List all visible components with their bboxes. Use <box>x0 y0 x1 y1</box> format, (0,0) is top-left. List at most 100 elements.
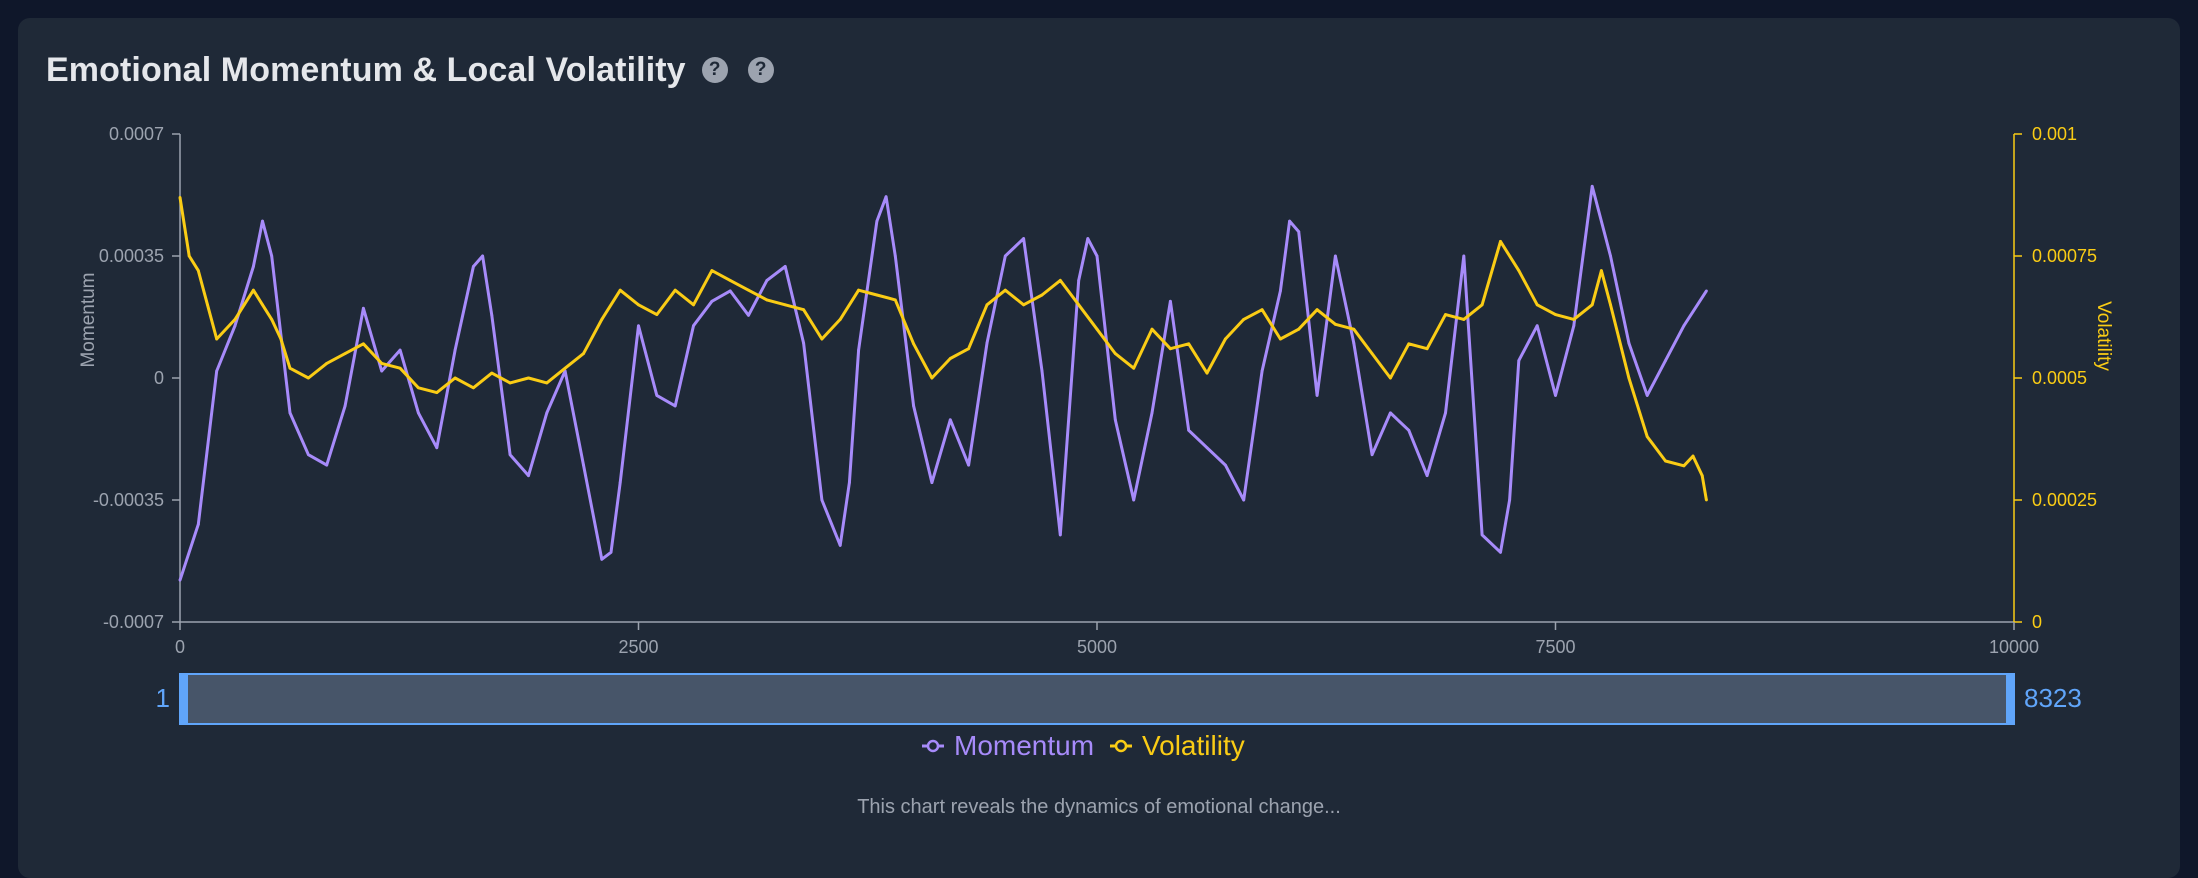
chart-caption: This chart reveals the dynamics of emoti… <box>857 796 1341 818</box>
data-point-momentum <box>215 369 219 373</box>
data-point-volatility <box>618 288 622 292</box>
y-left-tick-label: -0.00035 <box>93 490 164 510</box>
legend-marker-volatility <box>1114 739 1128 753</box>
data-point-momentum <box>948 418 952 422</box>
data-point-momentum <box>884 195 888 199</box>
data-point-momentum <box>1499 550 1502 554</box>
question-circle-icon[interactable]: ? <box>747 57 774 83</box>
data-point-volatility <box>673 288 677 292</box>
data-point-momentum <box>1352 341 1356 345</box>
data-point-volatility <box>1609 303 1612 307</box>
chart-panel <box>18 18 2180 878</box>
data-point-volatility <box>637 303 640 307</box>
data-point-momentum <box>600 557 604 561</box>
data-point-momentum <box>673 404 677 408</box>
data-point-momentum <box>1609 254 1612 258</box>
data-point-momentum <box>618 481 622 484</box>
data-point-momentum <box>270 254 274 258</box>
legend-label-momentum[interactable]: Momentum <box>954 730 1094 761</box>
data-point-volatility <box>783 303 787 307</box>
x-tick-label: 0 <box>175 637 185 657</box>
data-point-momentum <box>178 578 182 582</box>
series-line-momentum <box>178 184 1708 581</box>
data-point-momentum <box>398 348 402 352</box>
data-point-volatility <box>857 288 860 292</box>
brush-end-label: 8323 <box>2024 683 2082 713</box>
data-point-volatility <box>1132 366 1136 370</box>
data-point-volatility <box>765 298 769 302</box>
data-point-momentum <box>1705 289 1708 293</box>
brush-start-label: 1 <box>156 683 170 713</box>
data-point-volatility <box>1499 239 1502 243</box>
data-point-momentum <box>1645 394 1649 397</box>
y-right-axis-label: Volatility <box>2093 301 2114 371</box>
data-point-momentum <box>288 411 292 415</box>
data-point-momentum <box>545 411 549 415</box>
data-point-momentum <box>435 446 439 450</box>
data-point-momentum <box>325 463 329 467</box>
data-point-momentum <box>1242 498 1246 502</box>
data-point-volatility <box>1627 376 1631 380</box>
data-point-momentum <box>1572 324 1576 328</box>
data-point-momentum <box>1682 324 1686 328</box>
data-point-volatility <box>582 352 585 355</box>
data-point-momentum <box>609 550 613 554</box>
data-point-volatility <box>1297 327 1301 331</box>
data-point-volatility <box>930 376 934 380</box>
data-point-volatility <box>270 318 274 321</box>
data-point-volatility <box>1535 303 1539 307</box>
data-point-volatility <box>563 366 567 370</box>
y-right-tick-label: 0.0005 <box>2032 368 2087 388</box>
data-point-volatility <box>912 342 915 346</box>
data-point-volatility <box>655 313 659 316</box>
data-point-momentum <box>1187 428 1191 432</box>
data-point-momentum <box>1003 254 1007 258</box>
data-point-volatility <box>1242 318 1246 321</box>
y-right-tick-label: 0.00075 <box>2032 246 2097 266</box>
data-point-volatility <box>527 376 530 380</box>
data-point-momentum <box>692 324 695 328</box>
data-point-momentum <box>710 299 714 303</box>
data-point-momentum <box>1040 369 1044 373</box>
brush-track[interactable] <box>179 673 2015 725</box>
question-circle-icon[interactable]: ? <box>701 57 728 83</box>
data-point-momentum <box>1077 279 1081 282</box>
data-point-momentum <box>261 219 264 223</box>
data-point-volatility <box>1705 498 1708 502</box>
legend-label-volatility[interactable]: Volatility <box>1142 730 1245 761</box>
data-point-momentum <box>1205 446 1209 450</box>
data-point-momentum <box>1664 359 1667 362</box>
data-point-momentum <box>1095 254 1099 258</box>
data-point-volatility <box>1599 269 1603 273</box>
data-point-volatility <box>472 386 475 390</box>
y-right-tick-label: 0.001 <box>2032 124 2077 144</box>
data-point-volatility <box>398 366 402 370</box>
data-point-volatility <box>1444 313 1447 316</box>
brush-end-handle[interactable] <box>2006 674 2014 724</box>
data-point-volatility <box>1682 464 1686 468</box>
data-point-volatility <box>417 386 420 390</box>
data-point-volatility <box>1691 454 1695 458</box>
data-point-volatility <box>1389 376 1392 380</box>
data-point-volatility <box>1003 288 1007 292</box>
data-point-volatility <box>1113 352 1117 355</box>
brush-start-handle[interactable] <box>180 674 188 724</box>
data-point-momentum <box>251 265 255 268</box>
data-point-volatility <box>1517 269 1521 273</box>
data-point-volatility <box>206 303 209 307</box>
data-point-volatility <box>1645 435 1649 438</box>
data-point-volatility <box>453 376 457 380</box>
data-point-momentum <box>582 463 585 467</box>
data-point-momentum <box>1288 219 1291 223</box>
data-point-volatility <box>178 196 182 199</box>
data-point-momentum <box>1627 341 1631 345</box>
y-left-tick-label: 0 <box>154 368 164 388</box>
data-point-volatility <box>196 269 200 273</box>
data-point-volatility <box>1279 337 1282 341</box>
y-right-tick-label: 0 <box>2032 612 2042 632</box>
data-point-volatility <box>279 337 283 341</box>
data-point-volatility <box>1407 342 1411 346</box>
data-point-volatility <box>1572 318 1576 321</box>
data-point-momentum <box>380 369 384 373</box>
data-point-volatility <box>985 303 989 307</box>
